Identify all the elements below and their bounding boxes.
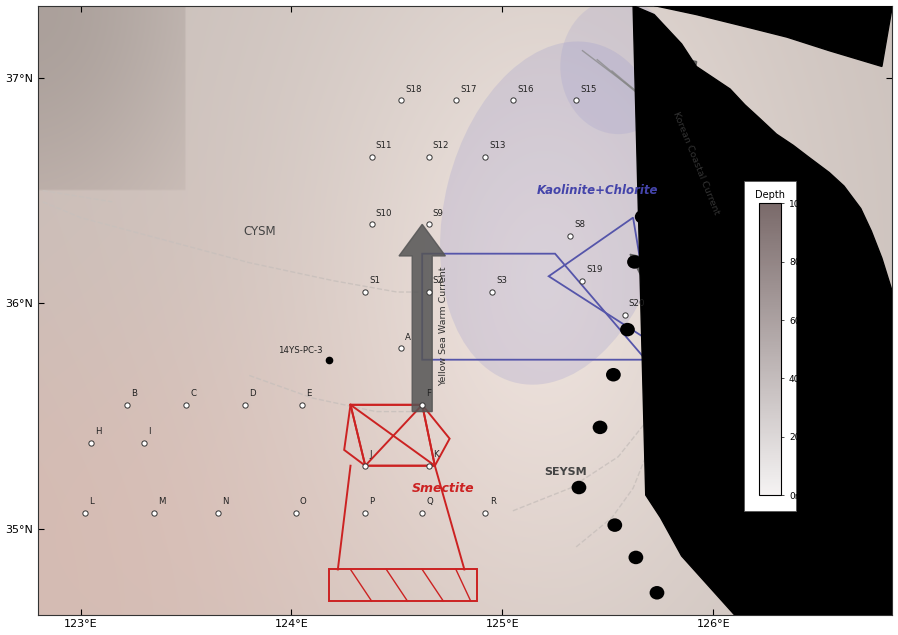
Text: E: E xyxy=(306,389,312,398)
Text: M: M xyxy=(159,497,166,506)
Text: F: F xyxy=(427,389,431,398)
Text: S19: S19 xyxy=(586,265,603,274)
FancyArrow shape xyxy=(399,224,445,411)
Text: K: K xyxy=(433,450,438,459)
Ellipse shape xyxy=(621,323,635,337)
Ellipse shape xyxy=(560,0,676,134)
Title: Depth: Depth xyxy=(755,190,785,199)
Ellipse shape xyxy=(571,481,586,494)
Text: J: J xyxy=(369,450,372,459)
Text: I: I xyxy=(148,427,151,436)
Text: S8: S8 xyxy=(574,220,585,229)
Ellipse shape xyxy=(669,110,684,124)
Ellipse shape xyxy=(593,420,607,434)
Text: Q: Q xyxy=(427,497,433,506)
Text: S11: S11 xyxy=(375,141,392,150)
Text: S10: S10 xyxy=(375,208,392,218)
Text: S16: S16 xyxy=(517,84,533,93)
Text: S2: S2 xyxy=(433,276,444,285)
Polygon shape xyxy=(633,6,893,615)
Ellipse shape xyxy=(649,586,665,599)
Ellipse shape xyxy=(627,255,642,269)
Text: P: P xyxy=(369,497,374,506)
Text: Smectite: Smectite xyxy=(412,482,475,495)
Ellipse shape xyxy=(607,518,622,532)
Text: S3: S3 xyxy=(496,276,507,285)
Text: D: D xyxy=(250,389,256,398)
Text: S18: S18 xyxy=(405,84,422,93)
Text: S13: S13 xyxy=(489,141,506,150)
Text: S17: S17 xyxy=(460,84,477,93)
Text: S15: S15 xyxy=(580,84,597,93)
Text: L: L xyxy=(89,497,93,506)
Text: S9: S9 xyxy=(433,208,444,218)
Ellipse shape xyxy=(629,551,643,565)
Text: H: H xyxy=(95,427,101,436)
Ellipse shape xyxy=(606,368,621,382)
FancyArrow shape xyxy=(630,58,697,285)
Text: C: C xyxy=(190,389,197,398)
Text: S1: S1 xyxy=(369,276,381,285)
Text: Korean Coastal Current: Korean Coastal Current xyxy=(672,110,721,217)
Text: Yellow Sea Warm Current: Yellow Sea Warm Current xyxy=(439,266,448,385)
Text: S12: S12 xyxy=(433,141,449,150)
Ellipse shape xyxy=(635,210,649,224)
Ellipse shape xyxy=(649,165,665,178)
Text: SEYSM: SEYSM xyxy=(544,467,587,478)
Text: CYSM: CYSM xyxy=(243,225,277,237)
Text: Kaolinite+Chlorite: Kaolinite+Chlorite xyxy=(536,184,658,197)
Text: R: R xyxy=(489,497,496,506)
Text: N: N xyxy=(222,497,228,506)
Text: A: A xyxy=(405,333,411,342)
Text: B: B xyxy=(131,389,137,398)
Text: 14YS-PC-3: 14YS-PC-3 xyxy=(278,346,323,355)
Polygon shape xyxy=(654,6,893,67)
Ellipse shape xyxy=(440,41,670,385)
Text: O: O xyxy=(300,497,306,506)
Text: S20: S20 xyxy=(629,299,646,308)
